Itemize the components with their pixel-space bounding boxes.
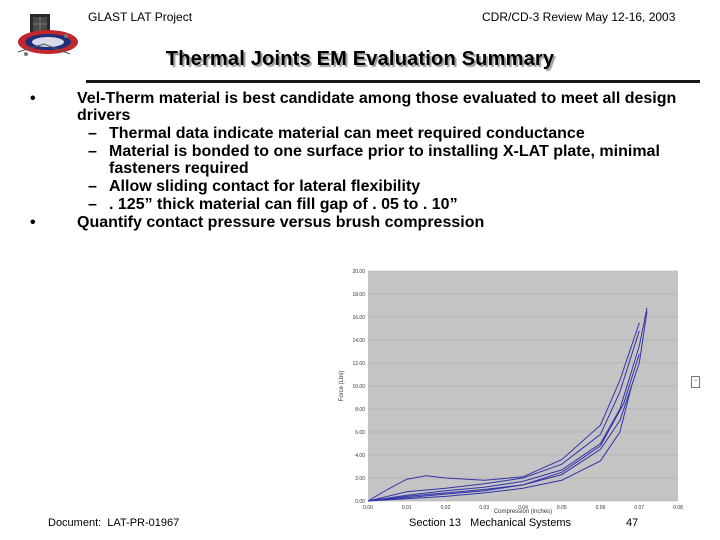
y-tick-label: 16.00 [352,315,365,321]
bullet-text: Quantify contact pressure versus brush c… [77,214,485,231]
chart-gridlines [368,270,678,502]
slide-title: Thermal Joints EM Evaluation Summary [165,48,555,70]
glast-logo-graphic [17,14,78,56]
bullet-item: • Vel-Therm material is best candidate a… [30,90,710,124]
sub-bullet-marker: – [88,125,97,142]
bullet-marker: • [30,90,36,107]
chart-y-tick-labels: 0.00 2.00 4.00 6.00 8.00 10.00 12.00 14.00 16.00… [352,269,365,505]
x-tick-label: 0.04 [518,505,528,511]
slide-edge-marker: – [691,376,700,388]
sub-bullet-item: – Thermal data indicate material can mee… [30,125,710,142]
x-tick-label: 0.06 [596,505,606,511]
x-tick-label: 0.05 [557,505,567,511]
sub-bullet-marker: – [88,178,97,195]
y-tick-label: 6.00 [355,430,365,436]
bullet-marker: • [30,214,36,231]
glast-logo [8,4,78,66]
y-tick-label: 4.00 [355,453,365,459]
sub-bullet-text: . 125” thick material can fill gap of . … [109,196,458,213]
sub-bullet-item: – . 125” thick material can fill gap of … [30,196,710,213]
sub-bullet-text: Material is bonded to one surface prior … [109,143,660,177]
y-tick-label: 2.00 [355,476,365,482]
series-line [367,322,640,502]
x-tick-label: 0.08 [673,505,683,511]
force-compression-chart: 0.00 2.00 4.00 6.00 8.00 10.00 12.00 14.00 16.00… [339,269,683,515]
header-review: CDR/CD-3 Review May 12-16, 2003 [482,10,676,24]
y-tick-label: 18.00 [352,292,365,298]
chart-series-lines [367,307,648,502]
y-tick-label: 12.00 [352,361,365,367]
series-line [367,307,648,502]
x-tick-label: 0.03 [479,505,489,511]
chart-y-axis-label: Force (Lbs) [339,371,345,402]
y-tick-label: 10.00 [352,384,365,390]
x-tick-label: 0.07 [634,505,644,511]
sub-bullet-text: Thermal data indicate material can meet … [109,125,585,142]
bullet-text: Vel-Therm material is best candidate amo… [77,90,677,124]
x-tick-label: 0.00 [363,505,373,511]
chart-x-tick-labels: 0.00 0.01 0.02 0.03 0.04 0.05 0.06 0.07 0.08 [363,505,683,511]
bullet-list: • Vel-Therm material is best candidate a… [30,90,710,232]
footer-document: Document: LAT-PR-01967 [48,517,180,529]
footer-section: Section 13 Mechanical Systems [409,517,572,529]
chart-x-axis-label: Compression (inches) [494,509,552,515]
x-tick-label: 0.02 [441,505,451,511]
sub-bullet-item: – Material is bonded to one surface prio… [30,143,710,177]
bullet-item: • Quantify contact pressure versus brush… [30,214,710,231]
series-line [367,353,640,502]
sub-bullet-text: Allow sliding contact for lateral flexib… [109,178,421,195]
footer-page-number: 47 [626,517,639,529]
sub-bullet-marker: – [88,196,97,213]
y-tick-label: 14.00 [352,338,365,344]
x-tick-label: 0.01 [402,505,412,511]
y-tick-label: 20.00 [352,269,365,275]
y-tick-label: 0.00 [355,499,365,505]
series-line [367,330,640,502]
sub-bullet-item: – Allow sliding contact for lateral flex… [30,178,710,195]
header-project: GLAST LAT Project [88,10,193,24]
series-line [367,385,632,502]
sub-bullet-marker: – [88,143,97,160]
y-tick-label: 8.00 [355,407,365,413]
title-divider [86,80,700,83]
